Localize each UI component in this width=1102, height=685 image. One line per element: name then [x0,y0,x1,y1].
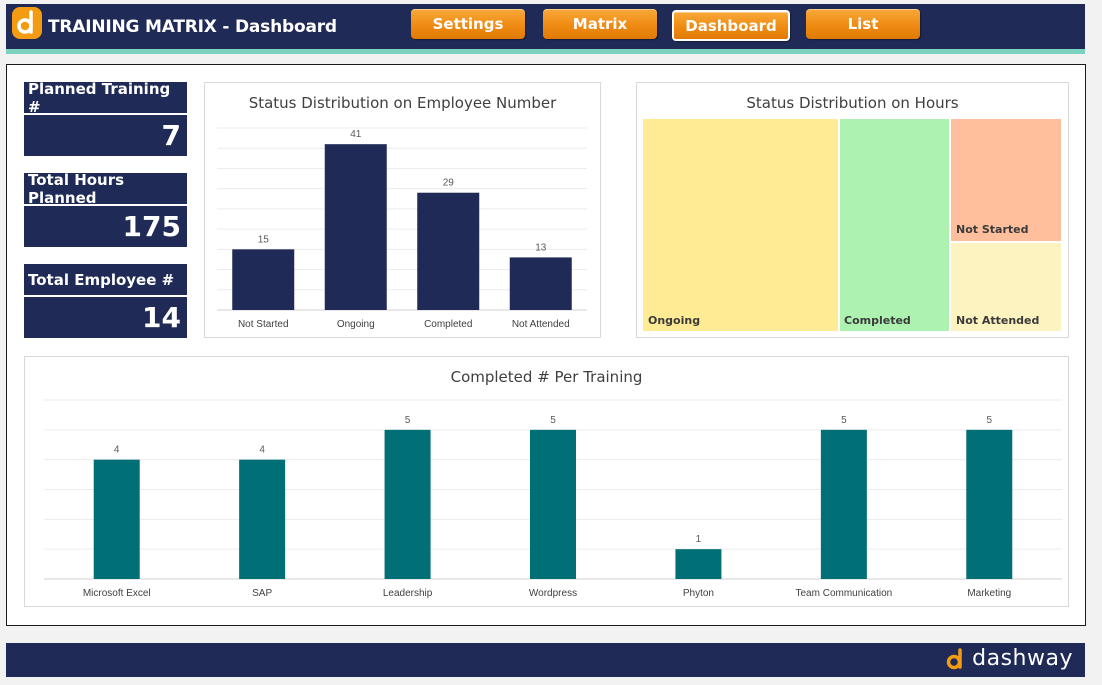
treemap-tile-ongoing: Ongoing [643,119,838,331]
treemap-tile-not-attended: Not Attended [951,243,1061,331]
data-label-leadership: 5 [405,415,411,426]
treemap-tile-not-started: Not Started [951,119,1061,241]
category-label-leadership: Leadership [383,588,433,599]
bar-sap [239,459,286,579]
data-label-team-communication: 5 [841,415,847,426]
footer-bar: dashway [6,643,1085,677]
completed-per-training-chart: 4 Microsoft Excel 4 SAP 5 Leadership 5 Wordpres… [44,399,1062,599]
bar-wordpress [530,429,576,579]
employee-status-chart-title: Status Distribution on Employee Number [248,94,557,112]
treemap-label-not-started: Not Started [956,223,1029,236]
treemap-tile-completed: Completed [840,119,949,331]
bar-phyton [675,549,722,579]
kpi-planned-training-label: Planned Training # [24,80,187,116]
category-label-sap: SAP [252,588,272,599]
employee-status-chart-card: Status Distribution on Employee Number 1… [204,82,601,338]
category-label-ongoing: Ongoing [337,319,375,330]
bar-marketing [966,429,1013,579]
data-label-sap: 4 [259,445,265,456]
hours-status-chart-card: Status Distribution on Hours Ongoing Com… [636,82,1069,338]
category-label-phyton: Phyton [683,588,714,599]
dashway-brand-icon [946,647,962,669]
matrix-button[interactable]: Matrix [543,9,657,39]
data-label-ongoing: 41 [350,129,362,140]
data-label-marketing: 5 [987,415,993,426]
bar-not-started [232,249,295,310]
footer-brand: dashway [946,646,1073,671]
treemap-label-ongoing: Ongoing [648,314,701,327]
category-label-not-started: Not Started [238,319,289,330]
app-title: TRAINING MATRIX - Dashboard [48,17,337,37]
data-label-not-started: 15 [258,234,270,245]
settings-button[interactable]: Settings [411,9,525,39]
data-label-microsoft-excel: 4 [114,445,120,456]
completed-per-training-chart-card: Completed # Per Training 4 Microsoft Exce… [24,356,1069,607]
category-label-marketing: Marketing [967,588,1011,599]
data-label-wordpress: 5 [550,415,556,426]
kpi-planned-training-value: 7 [24,115,187,156]
treemap-label-completed: Completed [844,314,911,327]
data-label-not-attended: 13 [535,242,547,253]
category-label-not-attended: Not Attended [512,319,570,330]
category-label-completed: Completed [424,319,472,330]
completed-per-training-chart-title: Completed # Per Training [450,368,643,386]
bar-leadership [384,429,431,579]
bar-microsoft-excel [93,459,140,579]
category-label-wordpress: Wordpress [529,588,577,599]
bar-completed [417,192,480,310]
kpi-total-employee-value: 14 [24,297,187,338]
dashway-logo-icon [12,7,42,39]
data-label-phyton: 1 [696,534,702,545]
kpi-total-employee-label: Total Employee # [24,264,187,295]
kpi-total-hours-value: 175 [24,206,187,247]
employee-status-chart: 15 Not Started 41 Ongoing 29 Completed 13 Not A… [217,127,587,330]
data-label-completed: 29 [443,178,455,189]
treemap-label-not-attended: Not Attended [956,314,1040,327]
bar-not-attended [509,257,572,310]
dashboard-panel: Planned Training # 7 Total Hours Planned… [6,64,1086,626]
brand-name: dashway [972,646,1073,671]
list-button[interactable]: List [806,9,920,39]
kpi-total-hours-label: Total Hours Planned [24,171,187,207]
hours-status-chart-title: Status Distribution on Hours [746,94,959,112]
category-label-team-communication: Team Communication [795,588,892,599]
bar-ongoing [324,144,387,310]
dashboard-button[interactable]: Dashboard [672,10,790,41]
header-accent-line [6,49,1085,54]
category-label-microsoft-excel: Microsoft Excel [83,588,151,599]
bar-team-communication [820,429,867,579]
